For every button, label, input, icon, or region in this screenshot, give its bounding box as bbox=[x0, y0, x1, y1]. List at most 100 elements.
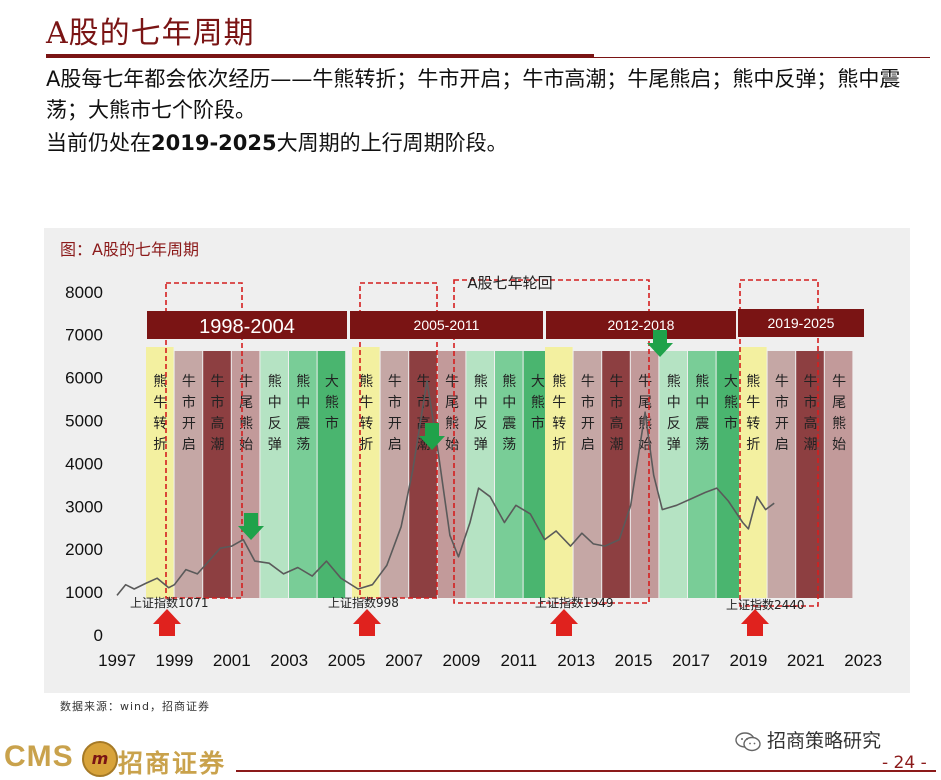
intro-suffix: 大周期的上行周期阶段。 bbox=[276, 131, 508, 155]
cycle-header-label: 1998-2004 bbox=[199, 316, 295, 338]
phase-label: 牛 bbox=[211, 374, 225, 390]
cycle-header-bar bbox=[350, 311, 543, 339]
phase-label: 反 bbox=[667, 416, 681, 432]
phase-label: 潮 bbox=[211, 437, 225, 453]
phase-block bbox=[352, 347, 380, 598]
intro-current-cycle: 当前仍处在2019-2025大周期的上行周期阶段。 bbox=[46, 128, 508, 159]
index-line bbox=[116, 380, 775, 596]
phase-label: 牛 bbox=[182, 374, 196, 390]
phase-label: 熊 bbox=[153, 374, 167, 390]
phase-label: 启 bbox=[182, 437, 196, 453]
phase-label: 熊 bbox=[638, 416, 652, 432]
phase-label: 中 bbox=[667, 395, 681, 411]
phase-block bbox=[466, 351, 494, 598]
index-low-label: 上证指数1071 bbox=[130, 595, 209, 610]
intro-paragraph: A股每七年都会依次经历——牛熊转折；牛市开启；牛市高潮；牛尾熊启；熊中反弹；熊中… bbox=[46, 67, 901, 122]
phase-label: 熊 bbox=[724, 395, 738, 411]
phase-label: 牛 bbox=[775, 374, 789, 390]
phase-block bbox=[573, 351, 602, 598]
y-tick-label: 6000 bbox=[65, 369, 103, 388]
bull-start-arrow bbox=[741, 609, 769, 636]
x-tick-label: 2013 bbox=[557, 651, 595, 670]
phase-block bbox=[602, 351, 630, 598]
cycle-header-bar bbox=[147, 311, 347, 339]
phase-label: 转 bbox=[153, 416, 167, 432]
title-rule-thin bbox=[594, 57, 930, 58]
footer-rule bbox=[236, 770, 936, 772]
phase-label: 牛 bbox=[581, 374, 595, 390]
phase-label: 潮 bbox=[610, 437, 624, 453]
phase-label: 荡 bbox=[695, 437, 709, 453]
phase-label: 折 bbox=[359, 437, 373, 453]
y-tick-label: 1000 bbox=[65, 583, 103, 602]
x-tick-label: 1997 bbox=[98, 651, 136, 670]
page-title: A股的七年周期 bbox=[46, 16, 255, 51]
phase-label: 熊 bbox=[359, 374, 373, 390]
x-tick-label: 2023 bbox=[844, 651, 882, 670]
bear-start-arrow bbox=[238, 513, 264, 540]
phase-label: 市 bbox=[581, 394, 595, 411]
x-tick-label: 2021 bbox=[787, 651, 825, 670]
phase-label: 市 bbox=[724, 415, 738, 432]
phase-label: 大 bbox=[724, 374, 738, 390]
phase-block bbox=[203, 351, 231, 598]
phase-label: 中 bbox=[695, 395, 709, 411]
phase-block bbox=[174, 351, 203, 598]
phase-label: 荡 bbox=[502, 437, 516, 453]
x-tick-label: 1999 bbox=[155, 651, 193, 670]
wechat-account: 招商策略研究 bbox=[735, 726, 881, 753]
phase-label: 启 bbox=[388, 437, 402, 453]
phase-label: 熊 bbox=[695, 374, 709, 390]
phase-block bbox=[146, 347, 174, 598]
x-tick-label: 2009 bbox=[442, 651, 480, 670]
phase-block bbox=[380, 351, 409, 598]
phase-label: 潮 bbox=[804, 437, 818, 453]
phase-block bbox=[796, 351, 824, 598]
phase-label: 熊 bbox=[296, 374, 310, 390]
phase-label: 市 bbox=[610, 394, 624, 411]
phase-label: 尾 bbox=[445, 395, 459, 411]
phase-label: 震 bbox=[502, 416, 516, 432]
phase-label: 熊 bbox=[445, 416, 459, 432]
phase-label: 震 bbox=[296, 416, 310, 432]
wechat-label: 招商策略研究 bbox=[767, 730, 882, 752]
phase-label: 中 bbox=[268, 395, 282, 411]
y-tick-label: 4000 bbox=[65, 454, 103, 473]
phase-label: 中 bbox=[296, 395, 310, 411]
cycle-header-label: 2019-2025 bbox=[768, 315, 835, 331]
cycle-header-label: 2012-2018 bbox=[608, 317, 675, 333]
y-tick-label: 7000 bbox=[65, 326, 103, 345]
phase-label: 始 bbox=[445, 437, 459, 453]
bear-start-arrow bbox=[419, 423, 445, 450]
phase-label: 牛 bbox=[552, 395, 566, 411]
phase-block bbox=[688, 351, 716, 598]
phase-label: 折 bbox=[153, 437, 167, 453]
phase-label: 牛 bbox=[746, 395, 760, 411]
phase-label: 尾 bbox=[832, 395, 846, 411]
phase-label: 高 bbox=[610, 415, 624, 432]
phase-label: 市 bbox=[804, 394, 818, 411]
phase-label: 熊 bbox=[832, 416, 846, 432]
page-number: - 24 - bbox=[882, 753, 927, 773]
x-tick-label: 2005 bbox=[328, 651, 366, 670]
y-tick-label: 5000 bbox=[65, 412, 103, 431]
cycle-frame bbox=[165, 282, 243, 599]
phase-block bbox=[495, 351, 523, 598]
index-low-label: 上证指数1949 bbox=[535, 595, 614, 610]
phase-label: 尾 bbox=[638, 395, 652, 411]
phase-label: 熊 bbox=[474, 374, 488, 390]
phase-label: 弹 bbox=[667, 437, 681, 453]
cms-logo-text: CMS bbox=[4, 740, 74, 773]
phase-block bbox=[409, 351, 437, 598]
intro-cycle-years: 2019-2025 bbox=[151, 131, 277, 155]
intro-prefix: 当前仍处在 bbox=[46, 131, 151, 155]
phase-label: 转 bbox=[359, 416, 373, 432]
phase-label: 启 bbox=[581, 437, 595, 453]
data-source: 数据来源：wind，招商证券 bbox=[60, 700, 211, 713]
cycle-header-bar bbox=[546, 311, 736, 339]
phase-label: 熊 bbox=[531, 395, 545, 411]
phase-label: 牛 bbox=[804, 374, 818, 390]
phase-label: 牛 bbox=[638, 374, 652, 390]
y-tick-label: 3000 bbox=[65, 497, 103, 516]
